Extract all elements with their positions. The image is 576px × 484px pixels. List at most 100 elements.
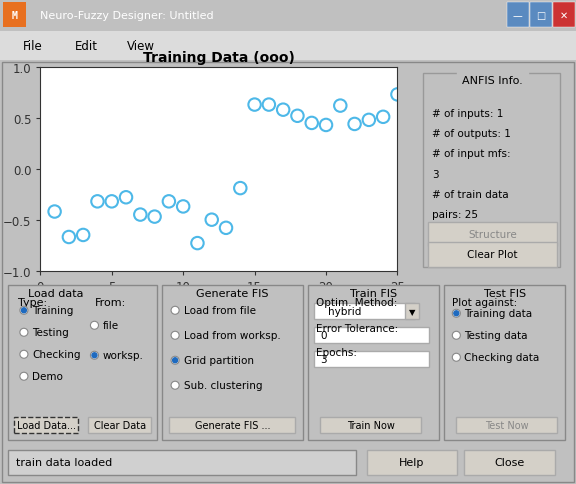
Text: Grid partition: Grid partition bbox=[184, 356, 254, 365]
Circle shape bbox=[90, 351, 98, 360]
Text: Testing data: Testing data bbox=[464, 331, 528, 341]
Bar bbox=[464, 450, 555, 475]
Point bbox=[107, 198, 116, 206]
Bar bbox=[7, 450, 355, 475]
Text: Type:: Type: bbox=[18, 298, 47, 308]
Text: Demo: Demo bbox=[32, 372, 63, 381]
Text: Close: Close bbox=[495, 457, 525, 467]
Text: Help: Help bbox=[399, 457, 425, 467]
Circle shape bbox=[21, 308, 26, 313]
Text: Testing: Testing bbox=[32, 328, 69, 337]
Point bbox=[207, 216, 217, 224]
Text: 3: 3 bbox=[432, 169, 439, 180]
Text: Generate FIS: Generate FIS bbox=[196, 288, 269, 299]
Bar bbox=[553, 3, 575, 29]
Point bbox=[307, 120, 316, 128]
Point bbox=[221, 225, 230, 232]
Point bbox=[293, 113, 302, 121]
Point bbox=[250, 102, 259, 109]
Text: From:: From: bbox=[94, 298, 126, 308]
Bar bbox=[314, 328, 429, 344]
Point bbox=[350, 121, 359, 129]
Bar bbox=[7, 286, 157, 440]
Circle shape bbox=[92, 353, 97, 358]
Point bbox=[179, 203, 188, 211]
Circle shape bbox=[452, 353, 460, 362]
Point bbox=[78, 231, 88, 239]
Bar bbox=[530, 3, 552, 29]
Bar bbox=[405, 303, 419, 319]
Circle shape bbox=[20, 350, 28, 359]
Text: Checking: Checking bbox=[32, 349, 81, 360]
Text: Clear Data: Clear Data bbox=[94, 420, 146, 430]
Text: Optim. Method:: Optim. Method: bbox=[316, 298, 397, 308]
Text: Generate FIS ...: Generate FIS ... bbox=[195, 420, 270, 430]
Text: Error Tolerance:: Error Tolerance: bbox=[316, 324, 399, 333]
Point bbox=[93, 198, 102, 206]
Point bbox=[321, 122, 331, 130]
Bar bbox=[3, 3, 26, 29]
Circle shape bbox=[171, 307, 179, 315]
Text: Training: Training bbox=[32, 306, 73, 316]
Bar bbox=[366, 450, 457, 475]
Point bbox=[279, 106, 288, 114]
Text: Epochs:: Epochs: bbox=[316, 348, 357, 358]
Text: Plot against:: Plot against: bbox=[452, 298, 518, 308]
FancyBboxPatch shape bbox=[427, 222, 557, 247]
Bar bbox=[320, 417, 421, 433]
Text: ✕: ✕ bbox=[560, 11, 568, 21]
Circle shape bbox=[173, 358, 177, 363]
Circle shape bbox=[90, 321, 98, 330]
Bar bbox=[14, 417, 78, 433]
Bar bbox=[444, 286, 565, 440]
Text: Checking data: Checking data bbox=[464, 352, 540, 363]
Text: Train FIS: Train FIS bbox=[350, 288, 397, 299]
Text: Sub. clustering: Sub. clustering bbox=[184, 380, 263, 391]
Text: # of inputs: 1: # of inputs: 1 bbox=[432, 108, 503, 119]
Point bbox=[393, 91, 402, 99]
Text: Load data: Load data bbox=[28, 288, 84, 299]
Bar bbox=[162, 286, 303, 440]
Text: ▼: ▼ bbox=[409, 307, 415, 316]
Bar bbox=[89, 417, 151, 433]
Text: □: □ bbox=[536, 11, 545, 21]
Point bbox=[236, 185, 245, 193]
Text: Test Now: Test Now bbox=[485, 420, 529, 430]
Text: Neuro-Fuzzy Designer: Untitled: Neuro-Fuzzy Designer: Untitled bbox=[40, 11, 214, 21]
Bar bbox=[314, 351, 429, 367]
Bar bbox=[507, 3, 529, 29]
Point bbox=[50, 208, 59, 216]
Point bbox=[364, 117, 373, 124]
Circle shape bbox=[20, 373, 28, 380]
Circle shape bbox=[171, 357, 179, 364]
Circle shape bbox=[20, 329, 28, 336]
Text: 0: 0 bbox=[320, 331, 327, 341]
Circle shape bbox=[454, 311, 459, 316]
Text: ANFIS Info.: ANFIS Info. bbox=[462, 76, 523, 86]
Text: —: — bbox=[513, 11, 522, 21]
Point bbox=[65, 234, 74, 242]
Text: 3: 3 bbox=[320, 354, 327, 364]
Text: pairs: 25: pairs: 25 bbox=[432, 210, 478, 220]
Text: Train Now: Train Now bbox=[347, 420, 395, 430]
Text: Clear Plot: Clear Plot bbox=[467, 250, 518, 260]
Circle shape bbox=[20, 307, 28, 315]
Text: worksp.: worksp. bbox=[103, 350, 143, 361]
Text: Load from file: Load from file bbox=[184, 306, 256, 316]
Text: File: File bbox=[23, 40, 43, 52]
Text: Load from worksp.: Load from worksp. bbox=[184, 331, 281, 341]
Bar bbox=[314, 303, 415, 319]
Text: Training data: Training data bbox=[464, 309, 533, 318]
Bar bbox=[456, 417, 557, 433]
Text: Structure: Structure bbox=[468, 229, 517, 240]
Circle shape bbox=[171, 381, 179, 390]
Point bbox=[136, 211, 145, 219]
Text: # of outputs: 1: # of outputs: 1 bbox=[432, 129, 511, 139]
Text: file: file bbox=[103, 320, 119, 331]
Point bbox=[122, 194, 131, 202]
Text: train data loaded: train data loaded bbox=[16, 457, 112, 467]
Circle shape bbox=[452, 332, 460, 340]
Point bbox=[193, 240, 202, 247]
Text: M: M bbox=[12, 11, 17, 21]
Circle shape bbox=[171, 332, 179, 340]
